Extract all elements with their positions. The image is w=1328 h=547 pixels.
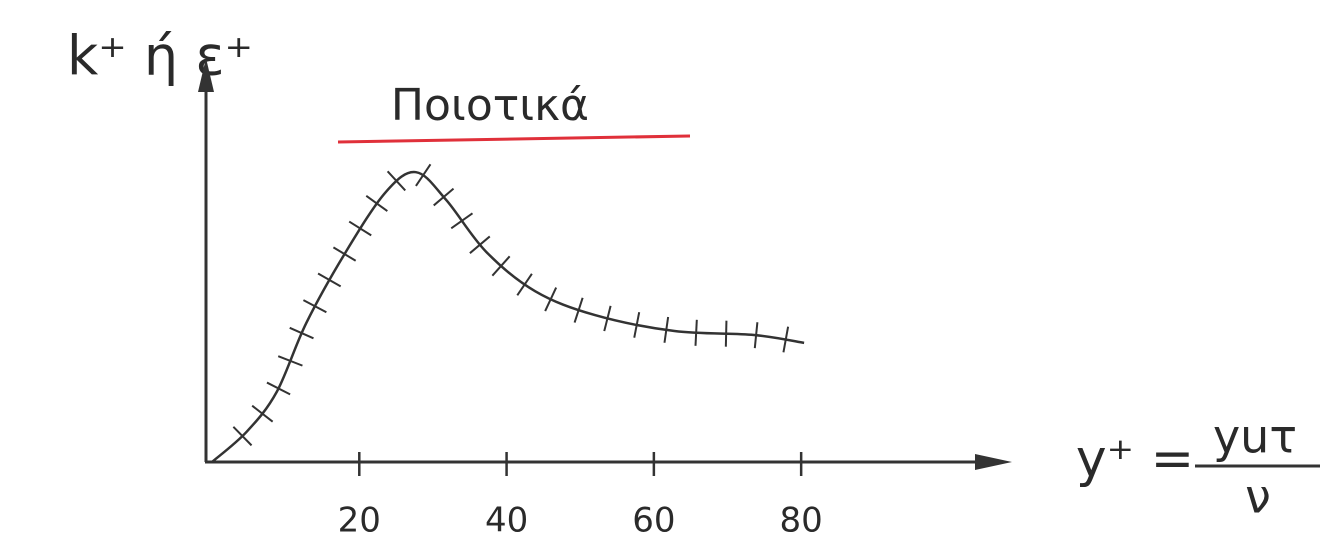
hatch [333, 247, 355, 260]
hatch [695, 320, 696, 346]
hatch [318, 273, 341, 286]
hatch [434, 189, 454, 206]
x-axis-label: y⁺ = [1076, 429, 1194, 489]
x-tick-label: 60 [632, 501, 675, 541]
x-tick-label: 40 [485, 501, 528, 541]
curve [212, 172, 804, 462]
title-underline [338, 136, 690, 142]
hatch [545, 288, 556, 312]
hatch [290, 328, 314, 338]
x-axis-label-numerator: yuτ [1213, 410, 1297, 464]
hatch [755, 322, 758, 348]
hatch [416, 164, 431, 186]
hatch [303, 300, 326, 312]
x-axis-arrow [975, 454, 1012, 470]
hatch [349, 222, 371, 236]
x-axis-label-denominator: ν [1245, 470, 1271, 524]
x-tick-label: 20 [338, 501, 381, 541]
y-axis-label: k⁺ ή ε⁺ [67, 25, 253, 88]
chart-title: Ποιοτικά [391, 80, 589, 131]
hatch [252, 406, 272, 422]
page: {"chart_data": {"type": "line", "title":… [0, 0, 1328, 547]
hatch [517, 274, 532, 296]
chart: k⁺ ή ε⁺ Ποιοτικά y⁺ = yuτ ν 20 40 60 80 [0, 0, 1328, 547]
hatch [366, 196, 387, 211]
hatch [726, 321, 727, 347]
hatch [267, 383, 290, 395]
hatch [451, 213, 472, 228]
x-tick-label: 80 [780, 501, 823, 541]
